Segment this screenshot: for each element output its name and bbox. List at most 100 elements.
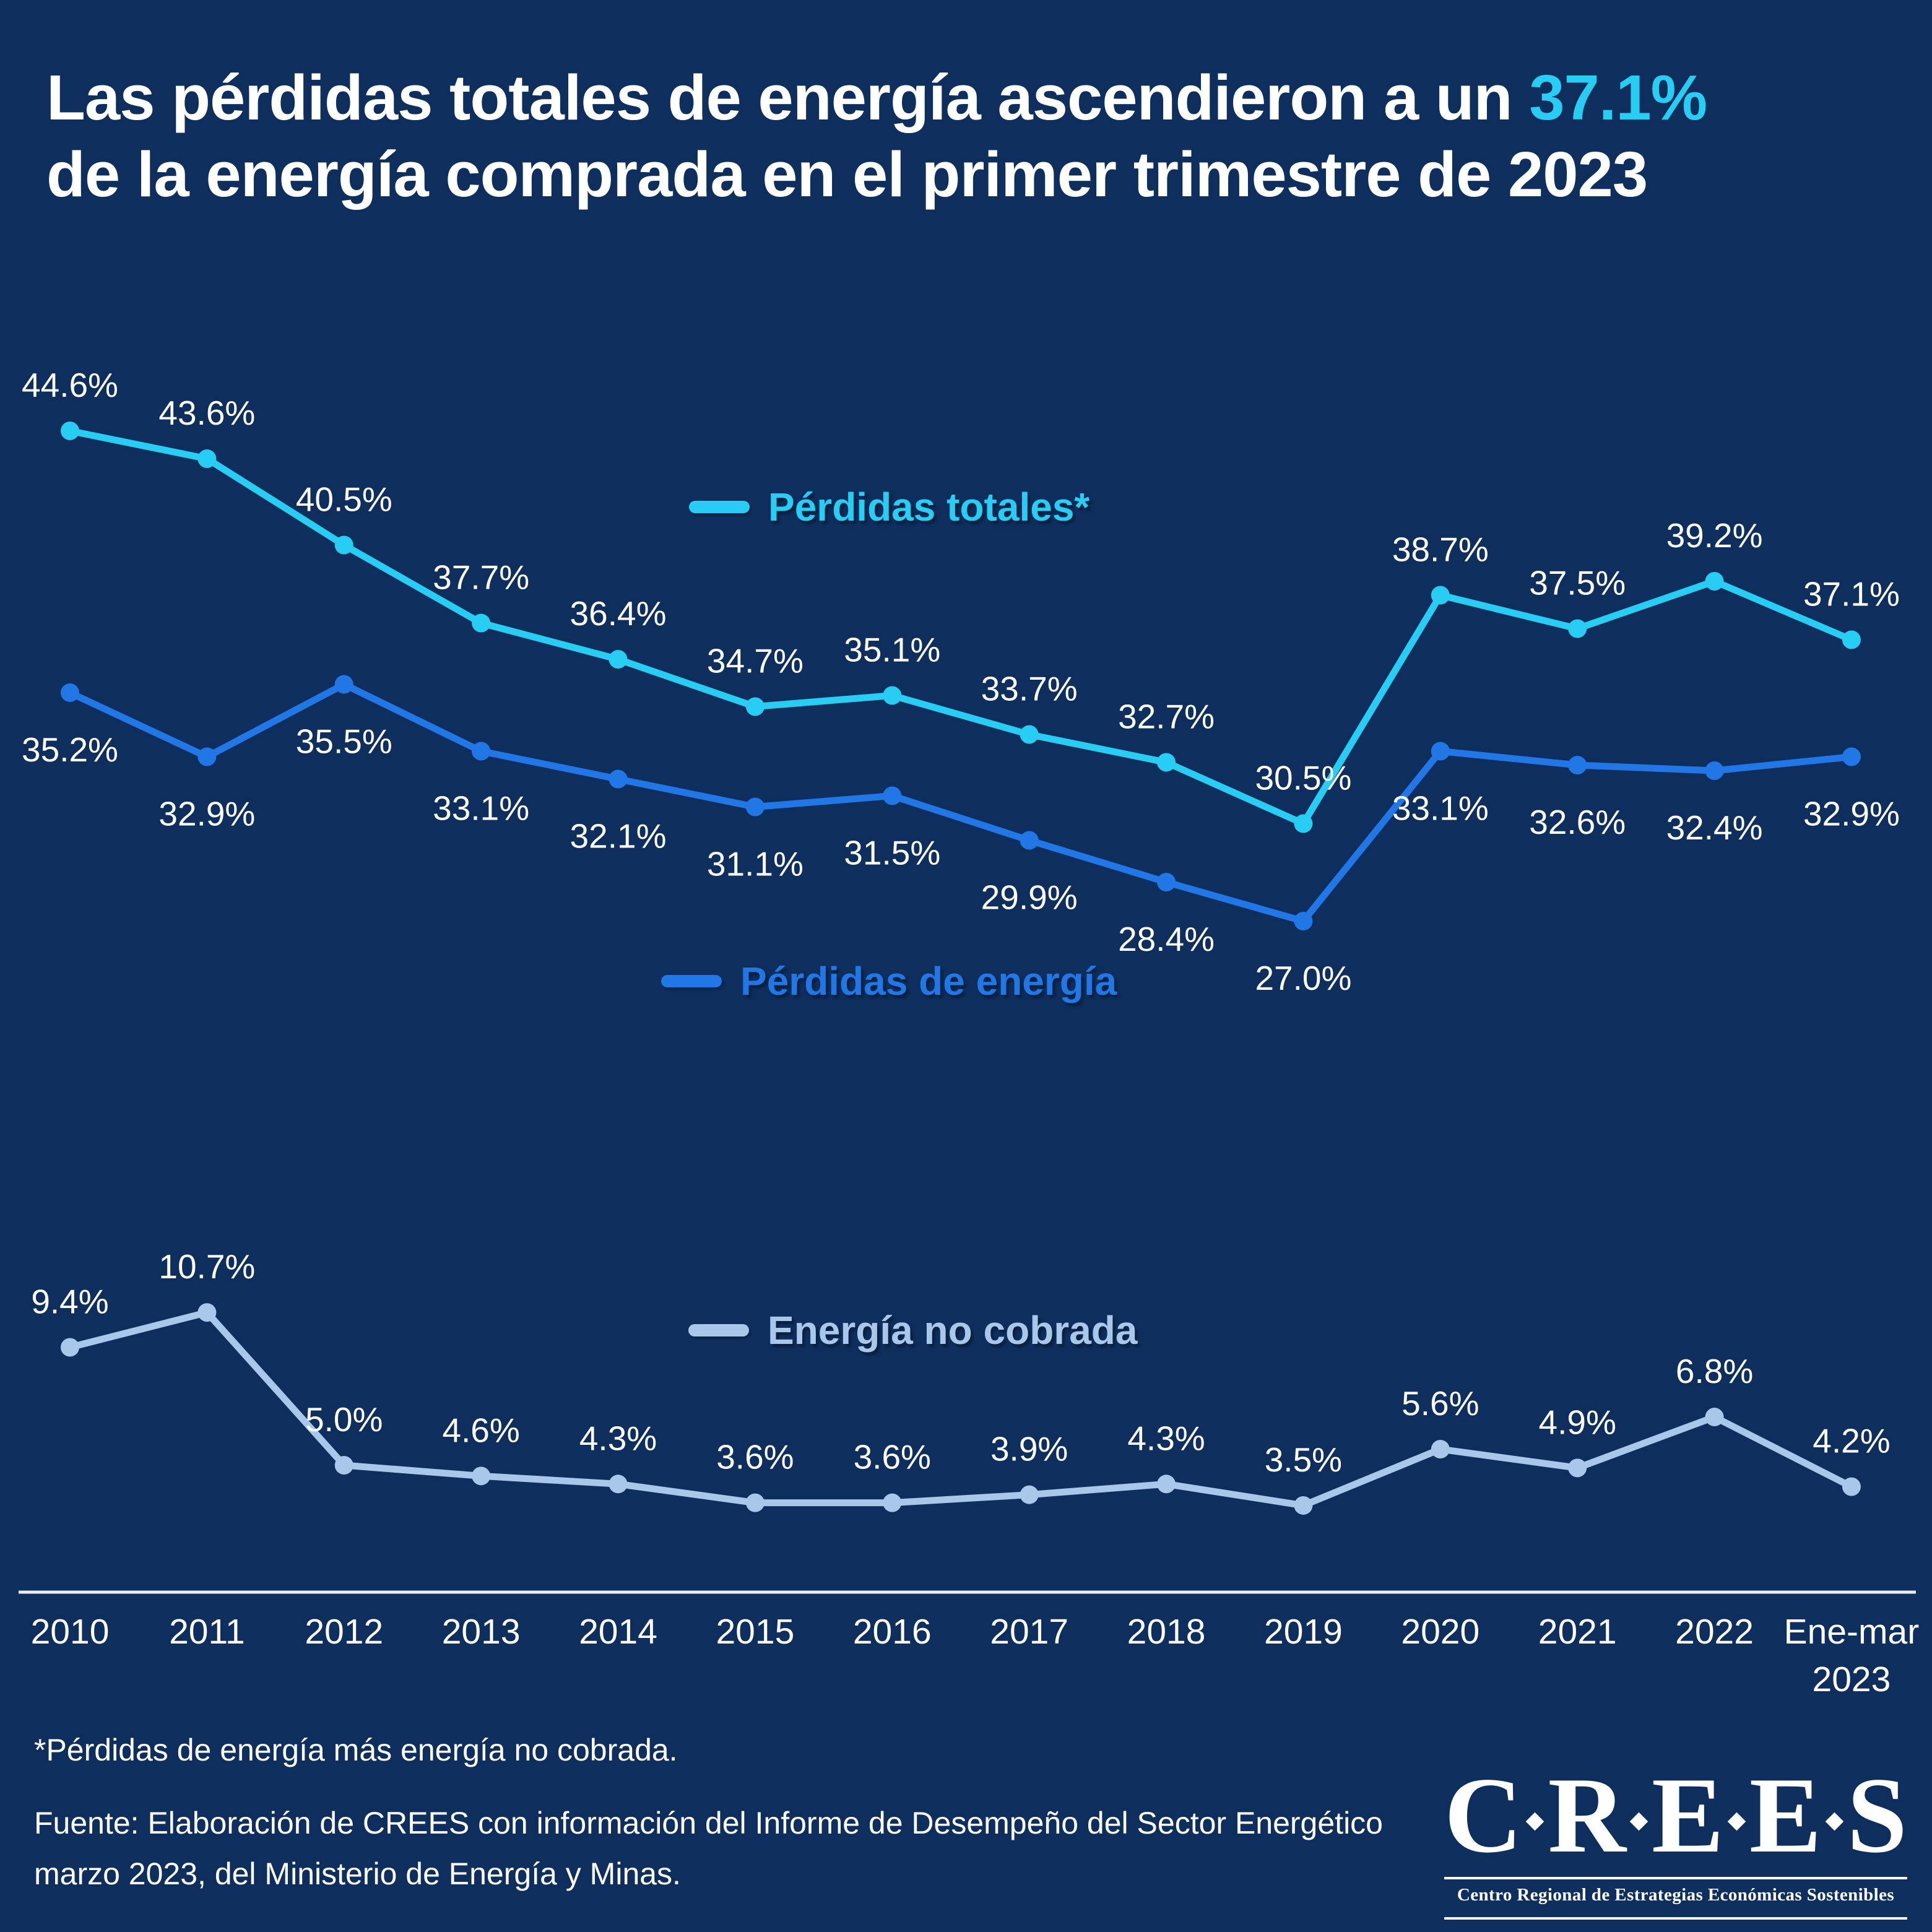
data-point-label: 27.0% [1255,959,1351,997]
data-point [1020,1485,1039,1504]
data-point [61,422,79,440]
legend-dash-blue-icon [661,975,722,987]
data-point-label: 43.6% [158,394,255,432]
data-point [1157,753,1176,772]
legend-label-perdidas-totales: Pérdidas totales* [768,485,1090,529]
x-axis-label: 2021 [1538,1612,1617,1652]
data-point-label: 33.7% [981,670,1078,708]
x-axis-label: 2013 [442,1612,521,1652]
data-point [1431,742,1450,761]
data-point-label: 44.6% [22,366,118,404]
data-point [197,449,217,468]
data-point-label: 39.2% [1666,516,1763,555]
data-point-label: 6.8% [1676,1352,1753,1390]
logo-rule-bottom [1444,1917,1907,1920]
x-axis-label: 2017 [990,1612,1068,1652]
x-axis-label: 2016 [853,1612,932,1652]
data-point [883,786,902,805]
legend-energia-no-cobrada: Energía no cobrada [688,1307,1137,1353]
legend-label-perdidas-energia: Pérdidas de energía [740,959,1117,1003]
data-point-label: 31.5% [844,834,940,872]
data-point [1157,873,1176,891]
title-text: Las pérdidas totales de energía ascendie… [46,62,1530,133]
data-point [1294,1496,1313,1515]
data-point [1431,1440,1450,1459]
data-point-label: 32.9% [158,795,255,833]
data-point [1568,619,1587,638]
diamond-separator-icon [1629,1812,1648,1831]
data-point-label: 37.7% [433,558,529,597]
source-line1: Fuente: Elaboración de CREES con informa… [34,1806,1383,1840]
data-point [745,1493,765,1512]
data-point [1020,725,1039,744]
data-point [1705,761,1724,780]
source-line2: marzo 2023, del Ministerio de Energía y … [34,1856,681,1891]
data-point [745,797,765,817]
data-point [472,613,491,633]
logo-letter: R [1548,1755,1626,1875]
legend-label-energia-no-cobrada: Energía no cobrada [768,1308,1138,1353]
data-point-label: 31.1% [707,845,804,883]
x-axis-label: 2014 [579,1612,657,1652]
title-line2: de la energía comprada en el primer trim… [46,138,1648,210]
footnote: *Pérdidas de energía más energía no cobr… [34,1733,678,1767]
data-point [883,1493,902,1512]
page-title: Las pérdidas totales de energía ascendie… [46,59,1910,212]
data-point-label: 4.3% [579,1419,657,1457]
data-point-label: 32.6% [1529,803,1626,841]
data-point-label: 5.0% [305,1400,383,1439]
x-axis-label: 2011 [169,1612,245,1652]
data-point [61,1338,79,1357]
data-point-label: 5.6% [1401,1384,1479,1423]
data-point-label: 38.7% [1392,531,1489,569]
data-point [1705,1408,1724,1427]
data-point-label: 32.1% [570,817,667,856]
data-point [745,697,765,716]
data-point [1157,1475,1176,1494]
series-line-1 [66,681,1855,925]
data-point [1842,747,1861,766]
data-point-label: 32.7% [1118,698,1215,736]
data-point [472,742,491,761]
data-point-label: 37.5% [1529,564,1626,602]
diamond-separator-icon [1526,1812,1544,1831]
data-point-label: 33.1% [433,789,529,828]
data-point [334,675,353,694]
data-point [197,1303,217,1322]
data-point-label: 3.6% [716,1438,794,1476]
data-point [1842,1477,1861,1496]
data-point [1705,572,1724,591]
data-point [1431,586,1450,605]
legend-dash-lightblue-icon [688,1324,749,1336]
legend-perdidas-totales: Pérdidas totales* [689,484,1089,530]
data-point [1842,630,1861,649]
x-axis-label: Ene-mar 2023 [1784,1612,1920,1699]
data-point-label: 3.5% [1265,1440,1342,1479]
data-point [197,747,217,766]
data-point-label: 4.6% [442,1411,519,1449]
data-point-label: 34.7% [707,642,804,680]
data-point [1294,814,1313,833]
data-point-label: 40.5% [296,480,392,519]
x-axis-label: 2015 [716,1612,794,1652]
data-point-label: 28.4% [1118,920,1215,958]
data-point-label: 33.1% [1392,789,1489,828]
data-point-label: 9.4% [31,1282,108,1320]
data-point-label: 10.7% [158,1247,255,1286]
logo-letter: E [1651,1755,1724,1875]
data-point-label: 4.3% [1127,1419,1205,1457]
title-highlight-value: 37.1% [1529,62,1707,133]
data-point-label: 32.4% [1666,808,1763,847]
data-point-label: 35.5% [296,722,392,761]
data-point [61,683,79,702]
data-point-label: 30.5% [1255,759,1351,797]
data-point-label: 32.9% [1803,795,1900,833]
data-point-label: 3.9% [990,1430,1068,1468]
data-point [334,1456,353,1475]
logo-letter: S [1847,1755,1907,1875]
legend-dash-cyan-icon [689,501,750,513]
x-axis-label: 2018 [1127,1612,1206,1652]
